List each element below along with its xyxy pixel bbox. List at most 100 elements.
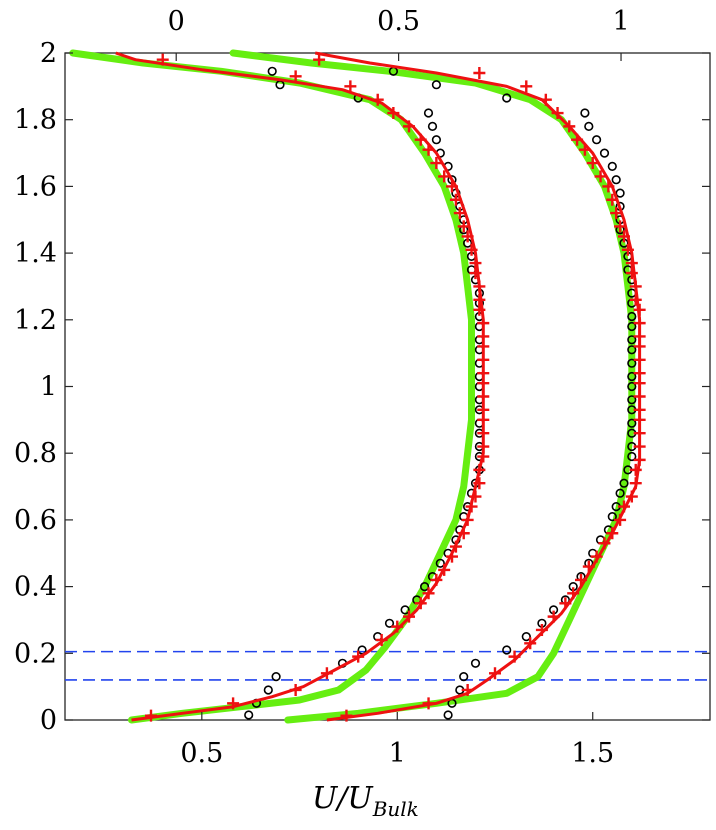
y-tick-label: 0 xyxy=(40,705,57,736)
plus-marker xyxy=(473,67,486,80)
plus-marker xyxy=(535,623,548,636)
plus-marker xyxy=(457,527,470,540)
plus-marker xyxy=(590,550,603,563)
plus-marker xyxy=(539,93,552,106)
plus-marker xyxy=(575,573,587,586)
plus-marker xyxy=(567,587,580,600)
plus-marker xyxy=(477,403,490,416)
circle-marker xyxy=(443,710,453,720)
plus-marker xyxy=(414,133,427,146)
plus-marker xyxy=(625,267,638,280)
plus-marker xyxy=(422,143,435,156)
y-tick-label: 1.4 xyxy=(14,238,57,269)
circle-marker xyxy=(615,188,625,198)
x-axis-label-subscript: Bulk xyxy=(372,797,419,821)
plus-marker xyxy=(469,267,482,280)
plus-marker xyxy=(422,587,435,600)
plus-marker xyxy=(633,367,646,380)
plus-marker xyxy=(625,257,638,270)
plus-marker xyxy=(477,450,490,463)
plus-marker xyxy=(371,93,384,106)
circle-marker xyxy=(427,121,438,131)
plus-marker xyxy=(473,293,486,306)
plus-marker xyxy=(430,573,443,586)
plus-marker xyxy=(403,120,415,133)
plus-marker xyxy=(320,667,333,680)
plus-marker xyxy=(594,170,607,183)
plus-marker xyxy=(352,650,365,663)
plus-marker xyxy=(477,413,490,426)
y-tick-label: 2 xyxy=(40,38,57,69)
plus-marker xyxy=(602,180,615,193)
circle-marker xyxy=(627,395,637,405)
plus-marker xyxy=(606,527,619,540)
plus-marker xyxy=(477,340,490,353)
y-tick-label: 1.2 xyxy=(14,305,57,336)
plus-marker xyxy=(414,597,427,610)
circle-marker xyxy=(400,605,410,615)
circle-marker xyxy=(627,321,637,332)
top-x-tick-label: 0.5 xyxy=(377,6,420,37)
plus-marker xyxy=(629,463,642,476)
plus-marker xyxy=(618,500,630,513)
circle-marker xyxy=(599,148,610,158)
circle-marker xyxy=(607,511,617,522)
plus-marker xyxy=(633,413,646,426)
circle-marker xyxy=(627,418,637,428)
plus-marker xyxy=(461,513,474,526)
circle-marker xyxy=(423,108,434,118)
plus-marker xyxy=(469,257,482,270)
x-axis-label: U/UBulk xyxy=(312,781,419,821)
circle-marker xyxy=(431,135,442,145)
plus-marker xyxy=(629,280,642,293)
y-tick-label: 0.8 xyxy=(14,438,57,469)
plus-marker xyxy=(477,427,490,440)
plus-marker xyxy=(633,440,646,453)
circle-marker xyxy=(627,311,637,322)
plus-marker xyxy=(289,70,302,83)
plus-marker xyxy=(227,697,240,710)
series-group xyxy=(69,49,646,724)
plus-marker xyxy=(489,667,501,680)
profile-1 xyxy=(69,49,490,724)
plus-marker xyxy=(524,637,537,650)
x-axis-label-main: U/U xyxy=(312,781,374,816)
circle-marker xyxy=(627,371,637,382)
plus-marker xyxy=(625,490,638,503)
plus-marker xyxy=(449,193,462,206)
plus-marker xyxy=(473,477,486,490)
circle-marker xyxy=(591,135,602,145)
plus-marker xyxy=(621,243,634,256)
plus-marker xyxy=(477,367,490,380)
plus-marker xyxy=(586,157,599,170)
plus-marker xyxy=(461,230,474,243)
plus-marker xyxy=(633,427,646,440)
plus-marker xyxy=(438,170,451,183)
plus-marker xyxy=(618,230,630,243)
circle-marker xyxy=(244,710,254,720)
plus-marker xyxy=(391,620,404,633)
plus-marker xyxy=(629,477,642,490)
plus-marker xyxy=(633,303,646,316)
plus-marker xyxy=(547,610,560,623)
circle-marker xyxy=(459,671,469,682)
circle-marker xyxy=(435,558,445,568)
circle-marker xyxy=(521,631,531,642)
green-series-line xyxy=(69,49,475,724)
plus-marker xyxy=(446,550,458,563)
plus-marker xyxy=(477,377,490,390)
circle-marker xyxy=(627,335,637,345)
circle-marker xyxy=(615,488,625,498)
plus-marker xyxy=(156,53,169,66)
y-tick-label: 1.8 xyxy=(14,105,57,136)
plus-marker xyxy=(633,390,646,403)
plus-marker xyxy=(477,330,490,343)
plus-marker xyxy=(559,597,572,610)
plus-marker xyxy=(340,709,353,722)
plus-marker xyxy=(446,180,458,193)
plus-marker xyxy=(520,80,533,93)
plus-marker xyxy=(438,563,451,576)
circle-marker xyxy=(263,685,273,695)
circle-marker xyxy=(619,478,629,488)
profile-2 xyxy=(229,49,646,724)
